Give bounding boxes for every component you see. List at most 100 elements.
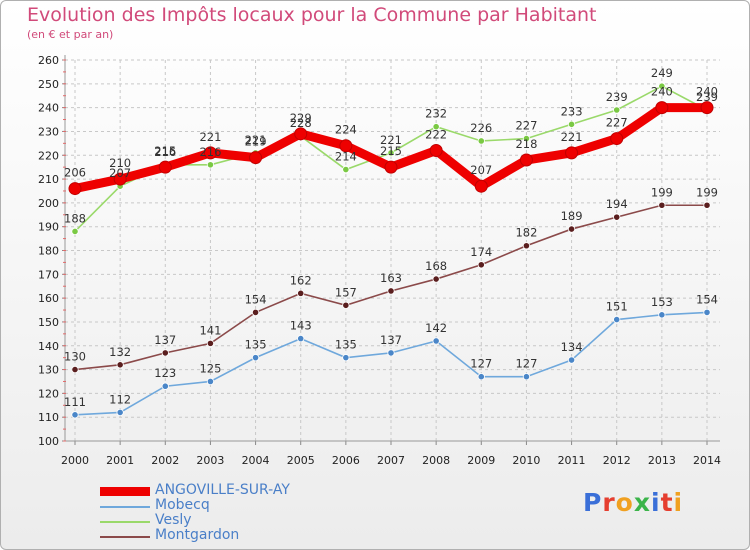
y-tick-label: 180 <box>38 245 59 258</box>
x-tick-label: 2006 <box>332 454 360 467</box>
data-point <box>658 201 666 209</box>
data-point <box>613 106 621 114</box>
y-tick-label: 120 <box>38 387 59 400</box>
data-point <box>567 120 576 128</box>
series-lines <box>68 82 714 419</box>
y-tick-label: 190 <box>38 221 59 234</box>
y-tick-label: 240 <box>38 102 59 115</box>
data-point <box>161 349 169 357</box>
data-label: 222 <box>425 127 447 141</box>
data-label: 210 <box>109 156 131 170</box>
data-label: 221 <box>561 130 583 144</box>
data-label: 199 <box>651 185 673 199</box>
data-label: 132 <box>109 345 131 359</box>
series-line-mobecq <box>74 311 708 416</box>
data-point <box>567 225 576 233</box>
data-label: 182 <box>515 226 537 240</box>
legend-label: ANGOVILLE-SUR-AY <box>155 482 290 498</box>
y-tick-label: 150 <box>38 316 59 329</box>
x-tick-label: 2005 <box>287 454 315 467</box>
data-label: 142 <box>425 321 447 335</box>
y-tick-label: 100 <box>38 435 59 448</box>
data-point <box>342 301 350 309</box>
axes: 100 110 120 130 140 150 160 170 180 190 200 210 220 2… <box>38 54 721 467</box>
data-point <box>387 149 395 157</box>
legend-swatch <box>100 536 150 538</box>
data-point <box>477 137 485 145</box>
data-label: 232 <box>425 107 447 121</box>
x-tick-label: 2012 <box>603 454 631 467</box>
data-point <box>71 227 79 236</box>
data-point <box>297 335 305 343</box>
data-point <box>387 349 395 357</box>
data-label: 216 <box>154 145 176 159</box>
grid-lines <box>65 59 720 442</box>
data-label: 215 <box>154 144 176 158</box>
data-point <box>116 361 124 369</box>
data-labels: 130 132 137 141 154 162 157 163 168 174 182 189 194 1… <box>64 66 718 409</box>
logo-letter: o <box>615 488 634 517</box>
data-label: 218 <box>515 137 537 151</box>
data-point <box>658 82 666 90</box>
data-point <box>206 161 215 169</box>
data-label: 221 <box>199 130 221 144</box>
data-label: 249 <box>651 66 673 80</box>
data-point <box>116 408 124 417</box>
y-tick-label: 160 <box>38 292 59 305</box>
data-point <box>71 365 79 374</box>
proxiti-logo: Proxiti <box>583 488 683 517</box>
data-label: 151 <box>606 300 628 314</box>
data-label: 219 <box>245 135 267 149</box>
y-tick-label: 220 <box>38 149 59 162</box>
data-point <box>474 179 488 193</box>
legend-swatch <box>100 521 150 523</box>
data-point <box>384 160 398 174</box>
data-label: 157 <box>335 285 357 299</box>
logo-letter: i <box>673 488 684 517</box>
data-label: 154 <box>245 292 267 306</box>
y-tick-label: 200 <box>38 197 59 210</box>
data-label: 163 <box>380 271 402 285</box>
data-point <box>387 287 395 295</box>
data-point <box>703 308 711 317</box>
y-tick-label: 170 <box>38 268 59 281</box>
data-label: 240 <box>696 85 718 99</box>
data-point <box>68 182 82 196</box>
data-point <box>522 242 531 250</box>
x-tick-label: 2011 <box>558 454 586 467</box>
data-label: 207 <box>470 163 492 177</box>
data-label: 127 <box>470 357 492 371</box>
y-tick-label: 210 <box>38 173 59 186</box>
data-label: 135 <box>335 338 357 352</box>
data-point <box>71 411 79 419</box>
x-tick-label: 2002 <box>151 454 179 467</box>
data-point <box>613 213 621 221</box>
data-label: 111 <box>64 395 86 409</box>
data-label: 199 <box>696 185 718 199</box>
logo-letter: i <box>651 488 661 517</box>
data-point <box>432 123 440 131</box>
data-label: 214 <box>335 150 357 164</box>
data-point <box>655 101 669 115</box>
data-point <box>477 373 485 381</box>
x-tick-label: 2009 <box>467 454 495 467</box>
data-label: 112 <box>109 392 131 406</box>
data-label: 227 <box>515 119 537 133</box>
y-tick-label: 110 <box>38 411 59 424</box>
chart-subtitle: (en € et par an) <box>27 28 114 41</box>
y-tick-label: 140 <box>38 340 59 353</box>
logo-letter: x <box>633 488 651 517</box>
legend-label: Mobecq <box>155 497 210 513</box>
data-point <box>113 172 127 186</box>
data-label: 240 <box>651 85 673 99</box>
data-label: 188 <box>64 211 86 225</box>
data-label: 227 <box>606 116 628 130</box>
logo-letter: t <box>660 488 674 517</box>
data-point <box>203 146 217 160</box>
data-point <box>158 160 172 174</box>
x-tick-label: 2000 <box>61 454 89 467</box>
data-point <box>567 356 576 364</box>
data-point <box>206 377 215 386</box>
